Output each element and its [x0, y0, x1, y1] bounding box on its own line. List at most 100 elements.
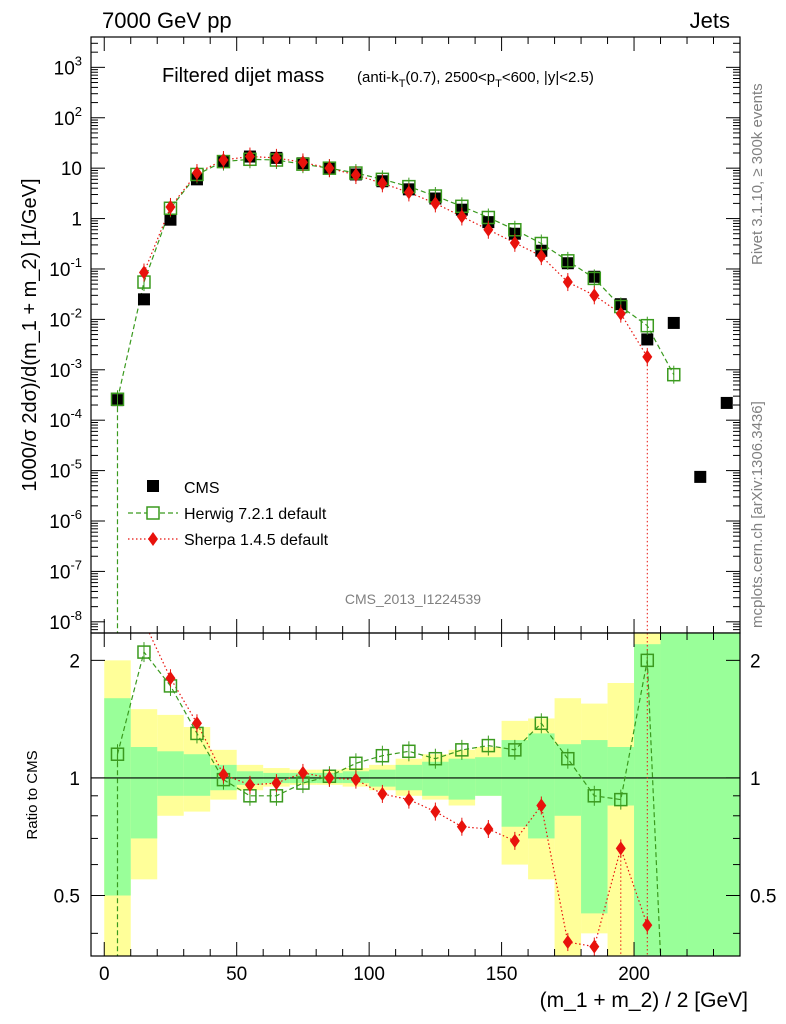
sherpa-data-point	[589, 288, 600, 303]
sherpa-data-point	[244, 149, 255, 164]
analysis-watermark: CMS_2013_I1224539	[345, 591, 481, 607]
sherpa-ratio-line	[148, 633, 648, 948]
herwig-ratio-point	[402, 744, 416, 759]
ratio-yellow-band	[554, 698, 582, 956]
herwig-data-point	[640, 318, 655, 333]
sherpa-data-point	[642, 349, 653, 364]
herwig-ratio-point	[587, 789, 602, 803]
legend-sherpa-label: Sherpa 1.4.5 default	[184, 532, 329, 549]
sherpa-data-point	[165, 199, 176, 214]
main-ytick-label: 10-2	[49, 305, 82, 331]
sherpa-ratio-point	[615, 841, 626, 856]
ratio-xlabel: (m_1 + m_2) / 2 [GeV]	[540, 989, 748, 1012]
sherpa-data-point	[403, 185, 414, 200]
main-ytick-label: 1	[71, 210, 82, 231]
cms-data-point	[667, 316, 680, 329]
herwig-data-point	[667, 367, 681, 382]
sherpa-ratio-point	[536, 798, 547, 813]
sherpa-data-point	[218, 153, 229, 168]
ratio-plot-frame	[90, 632, 741, 957]
sherpa-ratio-point	[403, 792, 414, 807]
sherpa-ratio-point	[509, 833, 520, 848]
sherpa-ratio-point	[191, 716, 202, 731]
cms-data-point	[137, 293, 150, 306]
sherpa-ratio-point	[483, 822, 494, 837]
legend-herwig-label: Herwig 7.2.1 default	[184, 506, 327, 523]
herwig-ratio-point	[481, 738, 496, 753]
legend-sherpa-marker	[148, 532, 158, 546]
ratio-ytick-label-left: 2	[69, 651, 80, 672]
ratio-green-band	[183, 754, 211, 796]
ratio-xtick-label: 50	[226, 964, 247, 985]
ratio-green-band	[660, 633, 688, 956]
ratio-ytick-label-right: 1	[750, 769, 761, 790]
sherpa-data-point	[562, 275, 573, 290]
cms-data-point	[164, 213, 177, 226]
herwig-ratio-point	[349, 756, 363, 771]
herwig-ratio-point	[137, 645, 151, 659]
sherpa-data-point	[377, 176, 388, 191]
sherpa-ratio-point	[218, 767, 229, 782]
sherpa-ratio-point	[297, 765, 308, 780]
sherpa-data-point	[456, 209, 467, 224]
main-ytick-label: 10-8	[49, 608, 82, 634]
cms-data-point	[694, 470, 707, 483]
ratio-green-band	[157, 751, 184, 796]
sherpa-ratio-point	[244, 777, 255, 792]
herwig-ratio-point	[455, 743, 469, 757]
main-ytick-label: 10-4	[49, 406, 82, 432]
sherpa-ratio-point	[271, 776, 282, 791]
ratio-ytick-label-left: 1	[69, 769, 80, 790]
ratio-ytick-label-left: 0.5	[54, 887, 80, 908]
sherpa-ratio-point	[589, 939, 600, 954]
herwig-ratio-drop-line	[646, 660, 662, 956]
herwig-ratio-point	[375, 748, 390, 763]
herwig-ratio-point	[614, 792, 628, 807]
main-ytick-label: 10-3	[49, 356, 82, 382]
sherpa-ratio-point	[324, 770, 335, 785]
ratio-xtick-label: 150	[486, 964, 518, 985]
main-subtitle: (anti-kT(0.7), 2500<pT<600, |y|<2.5)	[357, 69, 594, 90]
sherpa-ratio-point	[377, 786, 388, 801]
mcplots-label: mcplots.cern.ch [arXiv:1306.3436]	[749, 401, 766, 628]
cms-data-point	[641, 333, 654, 346]
herwig-ratio-point	[534, 716, 549, 731]
main-ytick-label: 10-7	[49, 557, 82, 583]
ratio-yellow-band	[607, 683, 635, 956]
ratio-green-band	[634, 644, 661, 956]
sherpa-data-point	[615, 306, 626, 321]
cms-data-point	[720, 396, 733, 409]
header-left-label: 7000 GeV pp	[102, 8, 232, 33]
ratio-xtick-label: 100	[353, 964, 385, 985]
legend-herwig-marker	[146, 506, 160, 520]
sherpa-ratio-point	[456, 819, 467, 834]
main-ytick-label: 10-1	[49, 255, 82, 281]
sherpa-data-point	[297, 155, 308, 170]
ratio-xtick-label: 200	[618, 964, 650, 985]
sherpa-data-point	[191, 166, 202, 181]
ratio-ytick-label-right: 0.5	[750, 887, 776, 908]
rivet-label: Rivet 3.1.10, ≥ 300k events	[749, 83, 766, 265]
sherpa-ratio-point	[562, 935, 573, 950]
herwig-data-point	[110, 392, 125, 407]
herwig-data-point	[561, 254, 575, 268]
main-plot-panel: 10310210110-110-210-310-410-510-610-710-…	[49, 36, 741, 634]
legend-cms-marker	[147, 480, 159, 492]
ratio-plot-panel: 2 2 1 1 0.5 0.5 0 50 100 150 200	[54, 632, 776, 985]
main-ytick-label: 10-5	[49, 457, 82, 483]
main-ytick-label: 103	[54, 53, 82, 79]
ratio-green-band	[130, 747, 158, 839]
sherpa-series-line	[143, 155, 648, 358]
sherpa-ratio-point	[430, 804, 441, 819]
herwig-ratio-point	[561, 751, 575, 766]
ratio-ytick-label-right: 2	[750, 651, 761, 672]
sherpa-data-point	[271, 150, 282, 165]
herwig-ratio-point	[110, 747, 125, 761]
ratio-green-band	[687, 633, 740, 956]
herwig-ratio-point	[428, 751, 443, 766]
herwig-data-point	[587, 271, 602, 286]
sherpa-data-point	[483, 222, 494, 237]
ratio-xtick-label: 0	[99, 964, 110, 985]
legend: CMS Herwig 7.2.1 default Sherpa 1.4.5 de…	[128, 480, 329, 549]
